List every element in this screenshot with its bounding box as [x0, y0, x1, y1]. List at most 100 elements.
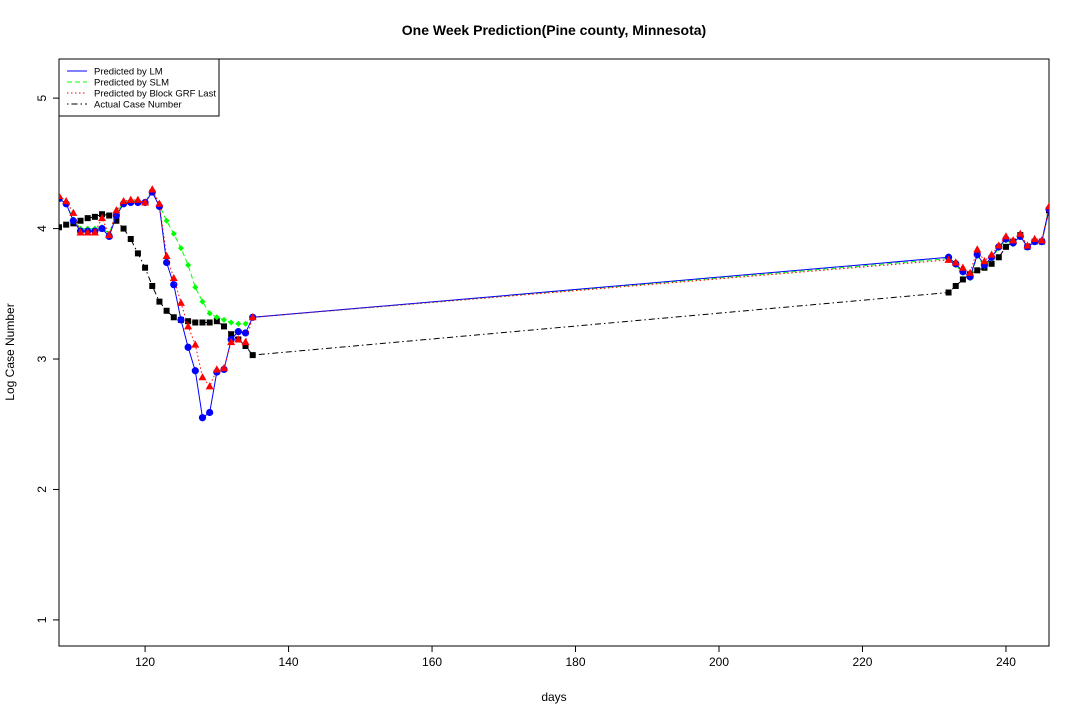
- data-point-actual-case-number: [91, 213, 98, 220]
- data-point-actual-case-number: [134, 250, 141, 257]
- data-point-actual-case-number: [84, 215, 91, 222]
- data-point-predicted-by-block-grf-last: [184, 322, 193, 330]
- data-point-actual-case-number: [63, 221, 70, 228]
- data-point-predicted-by-block-grf-last: [241, 337, 250, 346]
- data-point-predicted-by-block-grf-last: [220, 363, 228, 372]
- data-point-predicted-by-lm: [98, 224, 106, 233]
- y-tick-label: 2: [35, 486, 49, 493]
- data-point-predicted-by-block-grf-last: [1030, 234, 1039, 243]
- data-point-predicted-by-block-grf-last: [966, 268, 975, 276]
- chart-title: One Week Prediction(Pine county, Minneso…: [402, 22, 706, 38]
- data-point-actual-case-number: [185, 318, 192, 325]
- data-point-predicted-by-slm: [177, 245, 184, 252]
- data-point-predicted-by-lm: [206, 408, 214, 417]
- series-line-predicted-by-block-grf-last: [59, 188, 1049, 388]
- data-point-actual-case-number: [242, 342, 249, 349]
- data-point-actual-case-number: [127, 236, 134, 243]
- data-point-predicted-by-block-grf-last: [83, 228, 92, 236]
- data-point-actual-case-number: [959, 276, 966, 283]
- data-point-actual-case-number: [221, 323, 227, 330]
- data-point-predicted-by-block-grf-last: [148, 185, 157, 193]
- data-point-predicted-by-block-grf-last: [234, 335, 243, 343]
- data-point-predicted-by-block-grf-last: [205, 382, 214, 390]
- legend-box: [58, 58, 220, 117]
- series-layer: [59, 185, 1049, 422]
- data-point-predicted-by-block-grf-last: [944, 255, 953, 263]
- data-point-predicted-by-slm: [185, 262, 192, 269]
- plot-area-frame: [58, 58, 1050, 647]
- data-point-actual-case-number: [59, 224, 62, 231]
- legend-label-predicted-by-block-grf-last: Predicted by Block GRF Last: [94, 89, 216, 100]
- data-point-actual-case-number: [120, 225, 127, 232]
- data-point-actual-case-number: [249, 352, 256, 359]
- data-point-actual-case-number: [142, 264, 149, 271]
- legend-label-predicted-by-lm: Predicted by LM: [94, 67, 163, 78]
- data-point-predicted-by-slm: [163, 217, 170, 224]
- data-point-predicted-by-block-grf-last: [198, 373, 207, 381]
- x-tick-label: 120: [135, 655, 155, 669]
- data-point-actual-case-number: [945, 289, 952, 296]
- data-point-predicted-by-slm: [228, 319, 235, 326]
- data-point-actual-case-number: [106, 212, 113, 219]
- series-line-actual-case-number: [59, 210, 1049, 356]
- data-point-predicted-by-block-grf-last: [105, 230, 114, 239]
- data-point-actual-case-number: [149, 282, 156, 289]
- series-line-predicted-by-lm: [59, 191, 1049, 419]
- x-tick-label: 200: [709, 655, 729, 669]
- data-point-predicted-by-block-grf-last: [987, 250, 996, 258]
- data-point-predicted-by-block-grf-last: [951, 258, 960, 266]
- data-point-predicted-by-block-grf-last: [98, 213, 107, 222]
- data-point-predicted-by-block-grf-last: [994, 241, 1003, 249]
- data-point-actual-case-number: [213, 318, 220, 325]
- data-point-predicted-by-block-grf-last: [212, 365, 221, 373]
- data-point-predicted-by-lm: [170, 281, 178, 289]
- data-point-predicted-by-block-grf-last: [176, 298, 185, 306]
- data-point-actual-case-number: [1002, 243, 1009, 250]
- data-point-predicted-by-block-grf-last: [1045, 202, 1049, 210]
- data-point-predicted-by-block-grf-last: [1009, 236, 1018, 244]
- data-point-predicted-by-block-grf-last: [59, 191, 63, 199]
- data-point-actual-case-number: [156, 298, 163, 305]
- series-predicted-by-slm: [59, 187, 1049, 327]
- x-tick-label: 140: [279, 655, 299, 669]
- axes-layer: 120 140 160 180 200 220 240 1 2 3 4 5: [35, 94, 1016, 669]
- data-point-actual-case-number: [113, 217, 120, 224]
- data-point-actual-case-number: [199, 319, 206, 326]
- data-point-predicted-by-block-grf-last: [973, 245, 982, 253]
- x-tick-label: 160: [422, 655, 442, 669]
- data-point-actual-case-number: [995, 254, 1002, 261]
- data-point-predicted-by-slm: [235, 320, 242, 327]
- data-point-predicted-by-block-grf-last: [1001, 232, 1010, 240]
- y-tick-label: 5: [35, 94, 49, 101]
- x-tick-label: 240: [996, 655, 1016, 669]
- data-point-predicted-by-lm: [241, 329, 250, 337]
- data-point-predicted-by-block-grf-last: [126, 195, 135, 203]
- data-point-predicted-by-lm: [184, 343, 192, 351]
- data-point-predicted-by-slm: [192, 284, 199, 291]
- data-point-predicted-by-block-grf-last: [112, 206, 121, 214]
- data-point-predicted-by-slm: [221, 316, 227, 323]
- data-point-predicted-by-block-grf-last: [227, 337, 236, 346]
- data-point-predicted-by-slm: [199, 298, 206, 305]
- data-point-predicted-by-lm: [198, 414, 207, 422]
- data-point-predicted-by-slm: [206, 310, 213, 317]
- data-point-predicted-by-block-grf-last: [191, 340, 200, 348]
- data-point-predicted-by-slm: [213, 314, 220, 321]
- series-predicted-by-block-grf-last: [59, 185, 1049, 390]
- data-point-predicted-by-lm: [112, 211, 120, 220]
- data-point-predicted-by-slm: [242, 320, 249, 327]
- x-tick-label: 220: [852, 655, 872, 669]
- data-point-actual-case-number: [192, 319, 199, 326]
- data-point-predicted-by-block-grf-last: [76, 228, 85, 236]
- x-axis-label: days: [541, 690, 566, 704]
- data-point-actual-case-number: [974, 267, 981, 274]
- data-point-predicted-by-block-grf-last: [141, 198, 150, 206]
- data-point-predicted-by-block-grf-last: [1037, 236, 1046, 244]
- y-axis-label: Log Case Number: [3, 303, 17, 400]
- data-point-predicted-by-lm: [177, 316, 185, 324]
- data-point-predicted-by-lm: [191, 367, 199, 375]
- data-point-predicted-by-block-grf-last: [958, 263, 967, 271]
- data-point-actual-case-number: [163, 307, 170, 314]
- legend-label-predicted-by-slm: Predicted by SLM: [94, 78, 169, 89]
- data-point-predicted-by-block-grf-last: [1016, 229, 1025, 237]
